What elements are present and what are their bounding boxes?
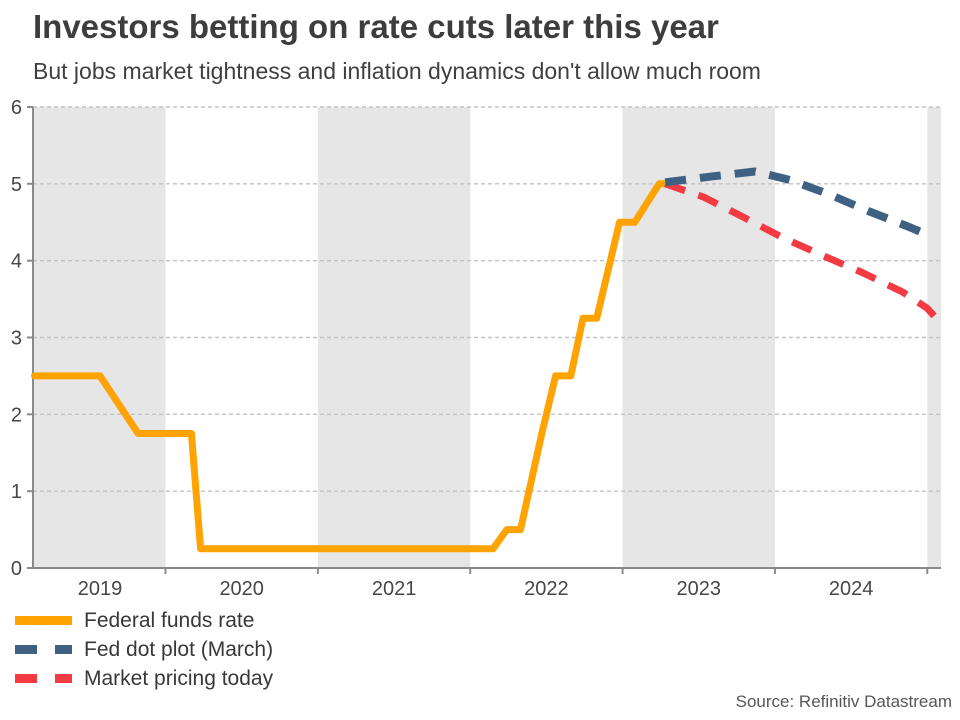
dashed-line-swatch-icon: [15, 645, 72, 654]
source-note: Source: Refinitiv Datastream: [735, 692, 952, 711]
x-tick-label: 2021: [372, 578, 417, 600]
series-line-fed-dot-plot-march: [664, 167, 931, 239]
x-tick-label: 2019: [78, 578, 123, 600]
y-tick-label: 6: [11, 97, 22, 119]
x-tick-label: 2020: [219, 578, 264, 600]
y-tick-label: 0: [11, 558, 22, 580]
dashed-line-swatch-icon: [15, 674, 72, 683]
legend-item-federal-funds-rate: Federal funds rate: [15, 606, 273, 635]
chart-legend: Federal funds rate Fed dot plot (March) …: [15, 606, 273, 693]
legend-label-federal-funds-rate: Federal funds rate: [84, 608, 255, 632]
x-tick-label: 2022: [524, 578, 569, 600]
y-tick-label: 3: [11, 328, 22, 350]
x-tick-label: 2024: [829, 578, 874, 600]
y-tick-label: 5: [11, 174, 22, 196]
chart-subtitle: But jobs market tightness and inflation …: [33, 58, 761, 84]
legend-item-market-pricing: Market pricing today: [15, 664, 273, 693]
chart-title: Investors betting on rate cuts later thi…: [33, 8, 719, 45]
x-tick-label: 2023: [677, 578, 722, 600]
solid-line-swatch-icon: [15, 616, 72, 625]
y-tick-label: 1: [11, 481, 22, 503]
series-line-federal-funds-rate: [31, 180, 672, 553]
legend-label-market-pricing: Market pricing today: [84, 666, 274, 690]
legend-label-fed-dot-plot: Fed dot plot (March): [84, 637, 274, 661]
series-line-market-pricing-today: [664, 180, 938, 320]
y-tick-label: 2: [11, 404, 22, 426]
legend-item-fed-dot-plot: Fed dot plot (March): [15, 635, 273, 664]
y-tick-label: 4: [11, 251, 22, 273]
year-shading-band: [927, 107, 941, 568]
